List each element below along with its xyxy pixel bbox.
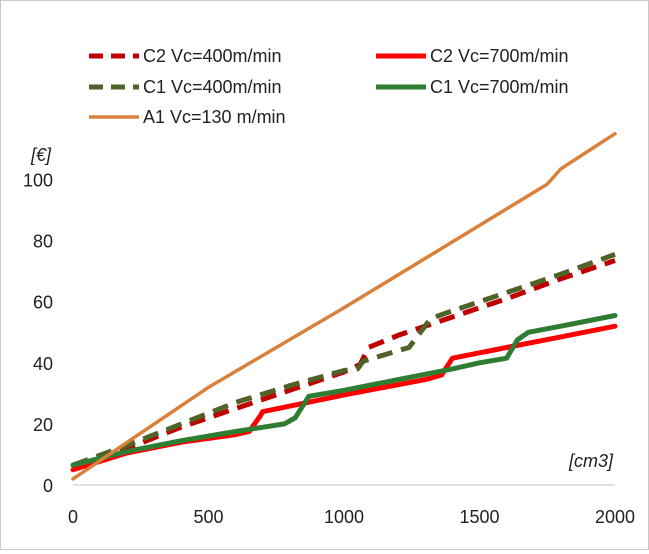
legend-label-4: A1 Vc=130 m/min: [143, 107, 286, 127]
y-tick-label: 0: [43, 476, 53, 496]
y-tick-label: 100: [23, 171, 53, 191]
y-axis-ticks: 0 20 40 60 80 100: [23, 171, 53, 496]
y-tick-label: 20: [33, 415, 53, 435]
series-line-2: [72, 252, 616, 468]
y-axis-label: [€]: [30, 145, 52, 165]
legend-label-0: C2 Vc=400m/min: [143, 46, 282, 66]
series-line-3: [70, 313, 618, 468]
x-tick-label: 500: [193, 507, 223, 527]
x-axis-ticks: 0 500 1000 1500 2000: [68, 507, 635, 527]
x-axis-label: [cm3]: [568, 451, 614, 471]
y-tick-label: 80: [33, 232, 53, 252]
y-tick-label: 60: [33, 293, 53, 313]
x-tick-label: 2000: [595, 507, 635, 527]
legend-label-1: C2 Vc=700m/min: [430, 46, 569, 66]
x-tick-label: 1500: [459, 507, 499, 527]
y-tick-label: 40: [33, 354, 53, 374]
legend-label-2: C1 Vc=400m/min: [143, 77, 282, 97]
x-tick-label: 1000: [324, 507, 364, 527]
legend: C2 Vc=400m/min C2 Vc=700m/min C1 Vc=400m/m…: [89, 46, 569, 127]
series-line-4: [71, 131, 617, 481]
series-lines: [70, 131, 618, 481]
legend-label-3: C1 Vc=700m/min: [430, 77, 569, 97]
x-tick-label: 0: [68, 507, 78, 527]
